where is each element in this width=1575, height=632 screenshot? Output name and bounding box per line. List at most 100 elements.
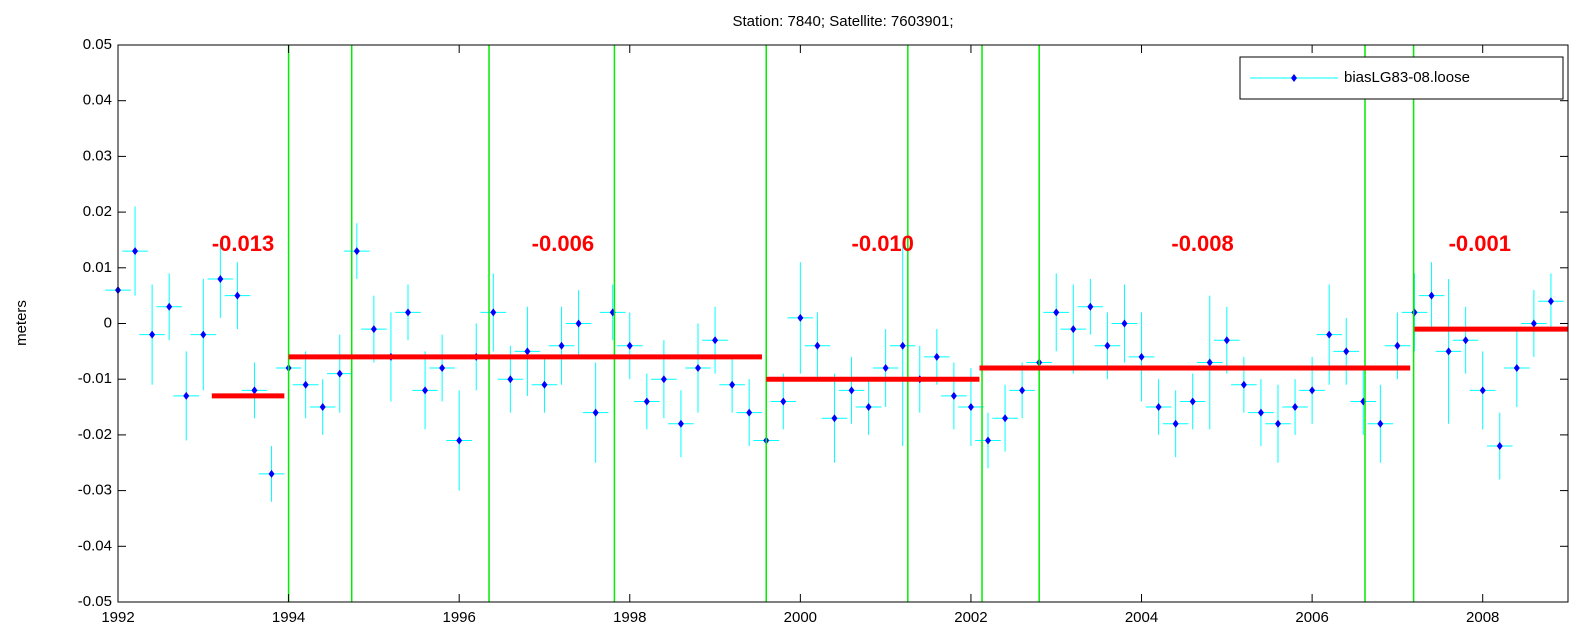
point — [370, 325, 377, 334]
point — [643, 397, 650, 406]
point — [899, 341, 906, 350]
legend-label: biasLG83-08.loose — [1344, 69, 1470, 86]
point — [1155, 403, 1162, 412]
x-tick-label: 2000 — [784, 609, 817, 626]
point — [456, 436, 463, 445]
point — [1479, 386, 1486, 395]
point — [1121, 319, 1128, 328]
y-tick-label: -0.02 — [78, 426, 112, 443]
mean-label: -0.013 — [212, 231, 274, 256]
point — [1309, 386, 1316, 395]
point — [1206, 358, 1213, 367]
point — [575, 319, 582, 328]
y-tick-label: -0.03 — [78, 482, 112, 499]
point — [1513, 364, 1520, 373]
point — [319, 403, 326, 412]
y-axis-label: meters — [13, 300, 30, 346]
x-tick-label: 2004 — [1125, 609, 1158, 626]
point — [1019, 386, 1026, 395]
point — [677, 419, 684, 428]
x-tick-label: 2008 — [1466, 609, 1499, 626]
x-tick-label: 1998 — [613, 609, 646, 626]
y-tick-label: 0.02 — [83, 203, 112, 220]
y-tick-label: 0.03 — [83, 147, 112, 164]
point — [967, 403, 974, 412]
x-tick-label: 1996 — [442, 609, 475, 626]
mean-label: -0.006 — [532, 231, 594, 256]
x-tick-label: 2006 — [1295, 609, 1328, 626]
point — [1547, 297, 1554, 306]
y-tick-label: 0.04 — [83, 92, 112, 109]
point — [524, 347, 531, 356]
point — [1087, 302, 1094, 311]
mean-label: -0.001 — [1449, 231, 1511, 256]
point — [336, 369, 343, 378]
point — [149, 330, 156, 339]
mean-label: -0.008 — [1171, 231, 1233, 256]
point — [985, 436, 991, 445]
point — [353, 247, 360, 256]
point — [183, 391, 190, 400]
point — [132, 247, 139, 256]
y-tick-label: 0.01 — [83, 259, 112, 276]
point — [302, 380, 309, 389]
point — [1326, 330, 1333, 339]
chart-title: Station: 7840; Satellite: 7603901; — [732, 13, 953, 30]
point — [200, 330, 207, 339]
plot-area — [105, 206, 1564, 502]
point — [1138, 352, 1145, 361]
point — [558, 341, 565, 350]
y-tick-label: -0.01 — [78, 370, 112, 387]
point — [1104, 341, 1111, 350]
point — [592, 408, 599, 417]
point — [797, 313, 804, 322]
point — [1275, 419, 1281, 428]
point — [780, 397, 787, 406]
point — [626, 341, 633, 350]
point — [746, 408, 753, 417]
point — [1257, 408, 1264, 417]
point — [695, 364, 701, 373]
point — [405, 308, 411, 317]
point — [1411, 308, 1418, 317]
point — [507, 375, 514, 384]
point — [1002, 414, 1009, 423]
point — [660, 375, 667, 384]
point — [1240, 380, 1247, 389]
point — [234, 291, 241, 300]
y-tick-label: -0.05 — [78, 593, 112, 610]
point — [1292, 403, 1299, 412]
y-tick-label: -0.04 — [78, 537, 112, 554]
point — [712, 336, 719, 345]
point — [422, 386, 429, 395]
point — [1189, 397, 1196, 406]
point — [1070, 325, 1077, 334]
point — [1223, 336, 1230, 345]
point — [831, 414, 838, 423]
point — [1462, 336, 1469, 345]
x-tick-label: 1992 — [101, 609, 134, 626]
point — [268, 469, 275, 478]
point — [814, 341, 821, 350]
mean-label: -0.010 — [852, 231, 914, 256]
point — [1428, 291, 1435, 300]
error-bars — [105, 206, 1564, 502]
y-tick-label: 0.05 — [83, 36, 112, 53]
point — [1496, 442, 1503, 451]
point — [1530, 319, 1537, 328]
point — [865, 403, 872, 412]
point — [541, 380, 548, 389]
point — [490, 308, 497, 317]
x-tick-label: 2002 — [954, 609, 987, 626]
point — [848, 386, 855, 395]
point — [1172, 419, 1179, 428]
point — [1377, 419, 1384, 428]
point — [439, 364, 446, 373]
point — [1394, 341, 1401, 350]
point — [166, 302, 173, 311]
point — [882, 364, 889, 373]
point — [1343, 347, 1350, 356]
plot-frame — [117, 44, 1569, 603]
point — [217, 274, 224, 283]
